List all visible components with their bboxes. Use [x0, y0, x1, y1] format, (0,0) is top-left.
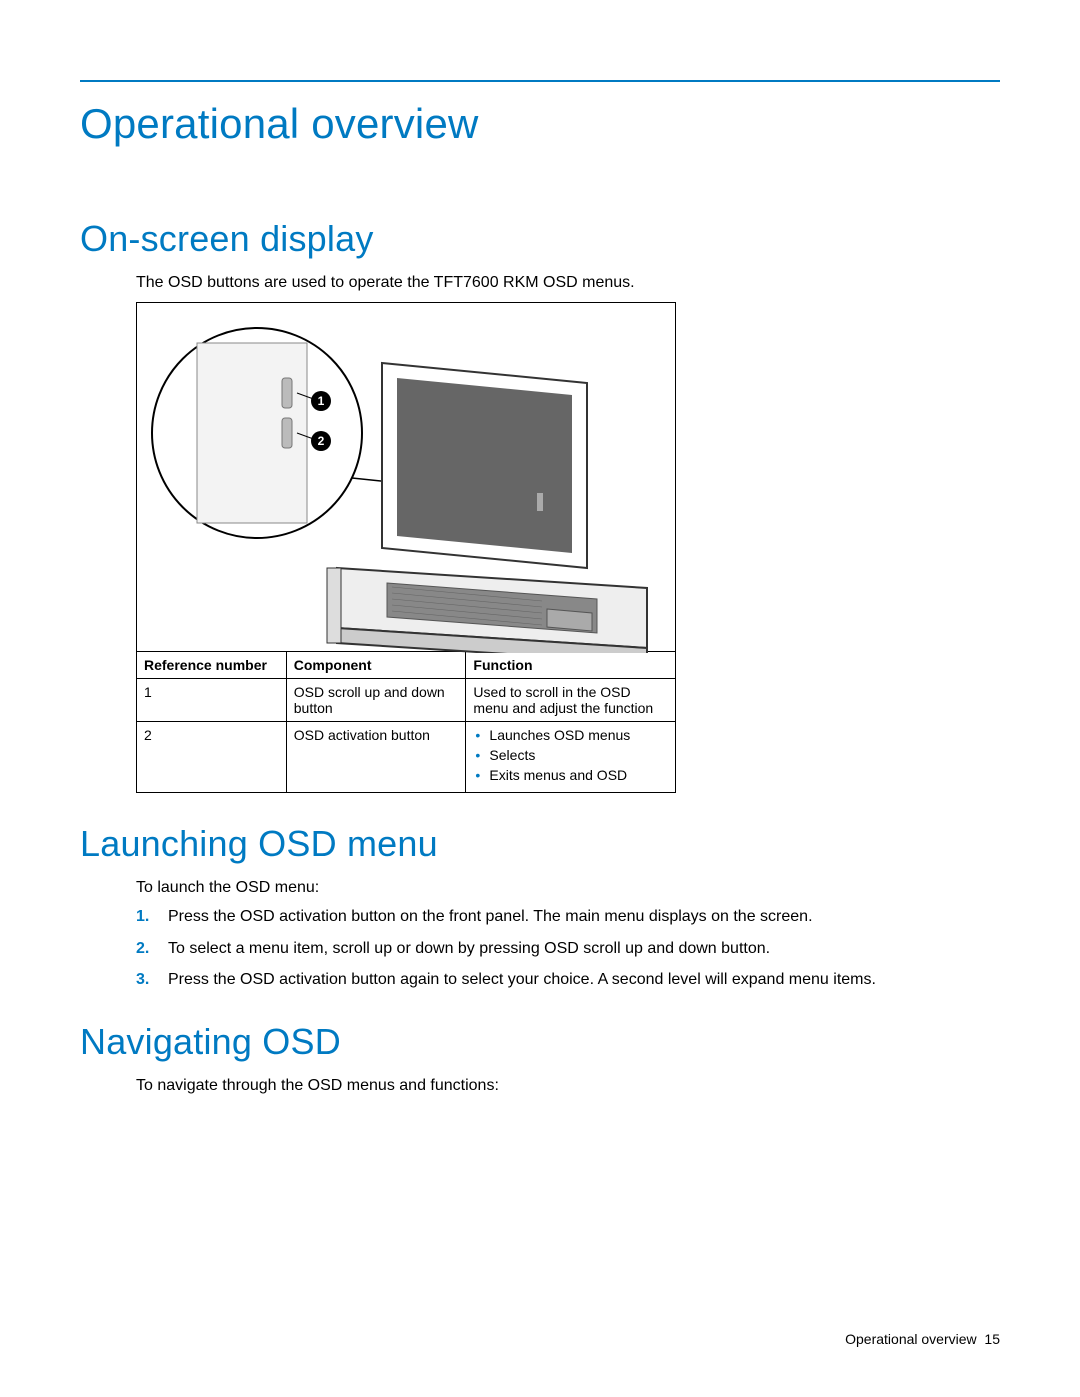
section-heading-osd: On-screen display: [80, 218, 1000, 260]
page-title: Operational overview: [80, 100, 1000, 148]
nav-intro-text: To navigate through the OSD menus and fu…: [136, 1075, 1000, 1097]
callout-1: 1: [311, 391, 331, 411]
table-header-row: Reference number Component Function: [137, 651, 676, 678]
section-heading-launch: Launching OSD menu: [80, 823, 1000, 865]
footer-text: Operational overview: [845, 1331, 977, 1347]
reference-table: Reference number Component Function 1 OS…: [136, 651, 676, 793]
cell-func: Used to scroll in the OSD menu and adjus…: [466, 678, 676, 721]
cell-func: Launches OSD menus Selects Exits menus a…: [466, 721, 676, 792]
func-list-item: Launches OSD menus: [473, 727, 668, 743]
page-footer: Operational overview 15: [845, 1331, 1000, 1347]
table-row: 1 OSD scroll up and down button Used to …: [137, 678, 676, 721]
table-row: 2 OSD activation button Launches OSD men…: [137, 721, 676, 792]
callout-2: 2: [311, 431, 331, 451]
step-item: Press the OSD activation button again to…: [136, 969, 1000, 991]
step-item: To select a menu item, scroll up or down…: [136, 938, 1000, 960]
osd-intro-text: The OSD buttons are used to operate the …: [136, 272, 1000, 294]
osd-diagram-figure: 1 2: [136, 302, 676, 652]
cell-ref: 2: [137, 721, 287, 792]
launch-steps-list: Press the OSD activation button on the f…: [136, 906, 1000, 991]
col-header-comp: Component: [286, 651, 466, 678]
cell-comp: OSD activation button: [286, 721, 466, 792]
section-heading-nav: Navigating OSD: [80, 1021, 1000, 1063]
rkm-diagram-svg: [137, 303, 677, 653]
col-header-func: Function: [466, 651, 676, 678]
step-item: Press the OSD activation button on the f…: [136, 906, 1000, 928]
col-header-ref: Reference number: [137, 651, 287, 678]
func-list-item: Exits menus and OSD: [473, 767, 668, 783]
footer-page-number: 15: [984, 1331, 1000, 1347]
launch-intro-text: To launch the OSD menu:: [136, 877, 1000, 899]
cell-ref: 1: [137, 678, 287, 721]
top-rule: [80, 80, 1000, 82]
cell-comp: OSD scroll up and down button: [286, 678, 466, 721]
func-list-item: Selects: [473, 747, 668, 763]
